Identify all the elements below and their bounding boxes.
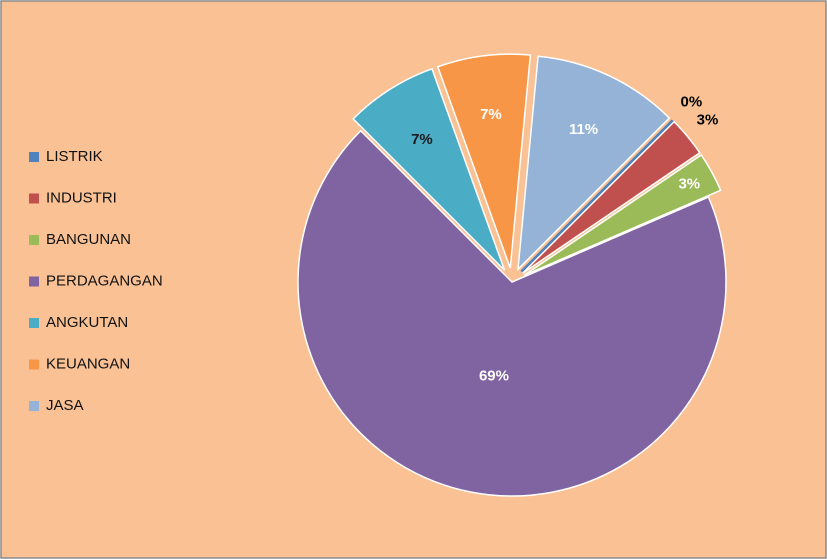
data-label: 7% bbox=[480, 106, 502, 123]
pie-slice bbox=[523, 153, 722, 276]
legend-label: LISTRIK bbox=[46, 148, 103, 165]
data-label: 7% bbox=[411, 131, 433, 148]
legend-label: INDUSTRI bbox=[46, 189, 117, 206]
pie-slice bbox=[352, 67, 506, 271]
legend-swatch bbox=[29, 193, 39, 204]
data-label: 3% bbox=[678, 176, 700, 193]
data-label: 11% bbox=[569, 121, 598, 138]
legend-swatch bbox=[29, 401, 39, 411]
legend-swatch bbox=[29, 235, 39, 245]
pie-slice bbox=[436, 53, 532, 269]
data-label: 3% bbox=[697, 111, 719, 128]
legend-swatch bbox=[29, 276, 39, 287]
legend-swatch bbox=[29, 359, 39, 370]
legend-swatch bbox=[29, 318, 39, 328]
legend-label: ANGKUTAN bbox=[46, 314, 128, 331]
legend-label: PERDAGANGAN bbox=[46, 272, 163, 289]
pie-slice bbox=[517, 55, 671, 272]
pie-slice bbox=[520, 119, 675, 274]
data-label: 69% bbox=[479, 368, 509, 385]
legend-label: BANGUNAN bbox=[46, 231, 131, 248]
data-label: 0% bbox=[681, 94, 703, 111]
legend-label: JASA bbox=[46, 397, 84, 414]
legend-swatch bbox=[29, 152, 39, 162]
legend-label: KEUANGAN bbox=[46, 355, 130, 372]
pie-slice bbox=[297, 129, 727, 497]
pie-slice bbox=[522, 120, 701, 274]
